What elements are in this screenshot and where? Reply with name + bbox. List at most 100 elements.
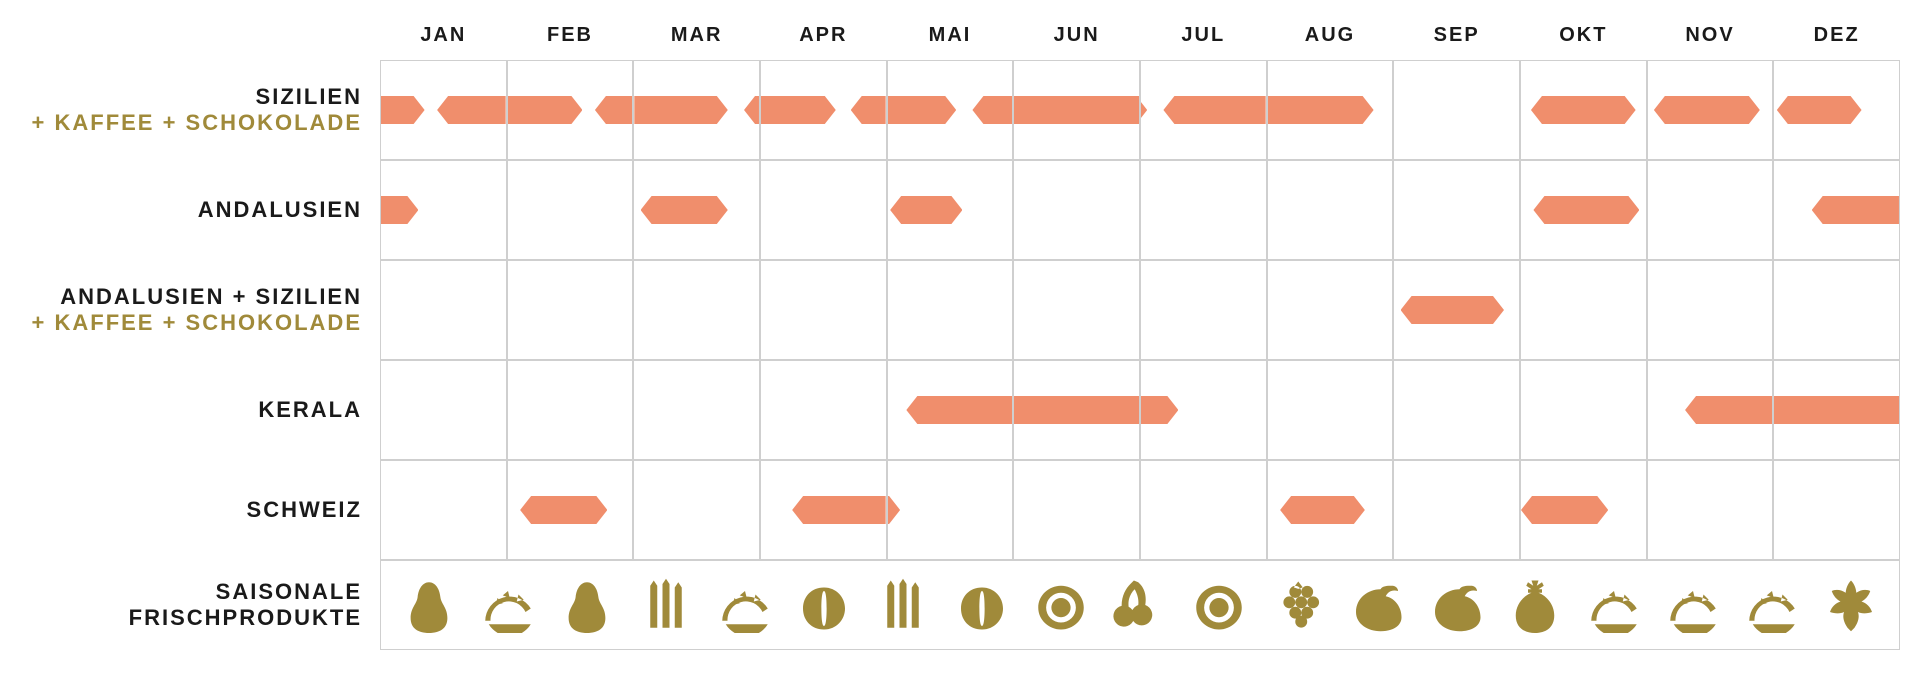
grid-cell (1393, 160, 1520, 260)
row-label: KERALA (10, 360, 380, 460)
grid-cell (1773, 260, 1900, 360)
grid-cell (380, 60, 507, 160)
icons-label-1: SAISONALE (216, 579, 362, 605)
grid-cell (507, 160, 634, 260)
grid-cell (760, 260, 887, 360)
grid-cell (1267, 360, 1394, 460)
citrus-slice-icon (1586, 577, 1642, 633)
grid-cell (1013, 460, 1140, 560)
icons-label-2: FRISCHPRODUKTE (129, 605, 362, 631)
grid-cell (380, 360, 507, 460)
availability-bar (437, 96, 506, 124)
availability-bar (1774, 396, 1899, 424)
grid-cell (1013, 260, 1140, 360)
month-header: MAR (633, 10, 760, 60)
grid-cell (633, 60, 760, 160)
availability-bar (1812, 196, 1899, 224)
grid-cell (760, 360, 887, 460)
grid-cell (1393, 460, 1520, 560)
grid-cell (760, 460, 887, 560)
availability-bar (1280, 496, 1365, 524)
grid-cell (1140, 60, 1267, 160)
month-header: SEP (1393, 10, 1520, 60)
availability-bar (972, 96, 1012, 124)
grid-cell (1140, 260, 1267, 360)
availability-bar (851, 96, 886, 124)
grid-cell (1393, 360, 1520, 460)
availability-bar (890, 196, 962, 224)
grid-cell (633, 360, 760, 460)
row-label-main: ANDALUSIEN + SIZILIEN (60, 284, 362, 310)
grid-cell (1267, 460, 1394, 560)
citrus-slice-icon (1665, 577, 1721, 633)
availability-bar (381, 96, 425, 124)
row-label: SIZILIEN+ KAFFEE + SCHOKOLADE (10, 60, 380, 160)
availability-bar (520, 496, 607, 524)
month-header: DEZ (1773, 10, 1900, 60)
availability-bar (906, 396, 1012, 424)
grid-cell (1013, 360, 1140, 460)
grid-cell (1013, 60, 1140, 160)
grid-cell (1267, 260, 1394, 360)
grid-cell (887, 460, 1014, 560)
citrus-slice-icon (1744, 577, 1800, 633)
half-fruit-icon (1191, 577, 1247, 633)
grid-cell (1140, 160, 1267, 260)
grid-cell (1140, 460, 1267, 560)
row-label-main: SIZILIEN (256, 84, 362, 110)
citrus-slice-icon (480, 577, 536, 633)
grid-cell (380, 160, 507, 260)
availability-bar (1521, 496, 1608, 524)
grid-cell (1393, 60, 1520, 160)
grid-cell (1520, 260, 1647, 360)
grid-cell (1647, 60, 1774, 160)
grid-cell (1393, 260, 1520, 360)
month-header: JAN (380, 10, 507, 60)
pomegranate-icon (1507, 577, 1563, 633)
availability-bar (1685, 396, 1772, 424)
month-header: FEB (507, 10, 634, 60)
month-header: JUN (1013, 10, 1140, 60)
grid-cell (380, 460, 507, 560)
grid-cell (633, 160, 760, 260)
grid-cell (1647, 460, 1774, 560)
row-label-main: SCHWEIZ (247, 497, 362, 523)
grid-cell (760, 60, 887, 160)
availability-bar (634, 96, 727, 124)
row-label: ANDALUSIEN (10, 160, 380, 260)
availability-bar (888, 496, 900, 524)
grid-cell (760, 160, 887, 260)
artichoke-icon (1823, 577, 1879, 633)
month-header: JUL (1140, 10, 1267, 60)
grid-cell (1647, 160, 1774, 260)
grid-cell (887, 360, 1014, 460)
grid-cell (887, 60, 1014, 160)
availability-bar (888, 96, 957, 124)
grapes-icon (1270, 577, 1326, 633)
row-label-sub: + KAFFEE + SCHOKOLADE (32, 310, 362, 336)
half-fruit-icon (1033, 577, 1089, 633)
citrus-slice-icon (717, 577, 773, 633)
grid-cell (633, 460, 760, 560)
grid-cell (380, 260, 507, 360)
grid-cell (1013, 160, 1140, 260)
availability-bar (1533, 196, 1639, 224)
grid-cell (1520, 360, 1647, 460)
availability-bar (595, 96, 632, 124)
month-header: AUG (1267, 10, 1394, 60)
availability-bar (1141, 96, 1147, 124)
row-label-sub: + KAFFEE + SCHOKOLADE (32, 110, 362, 136)
grid-cell (1267, 60, 1394, 160)
grid-cell (1773, 160, 1900, 260)
grid-cell (507, 260, 634, 360)
availability-bar (1777, 96, 1862, 124)
grid-cell (633, 260, 760, 360)
month-header: MAI (887, 10, 1014, 60)
month-header: OKT (1520, 10, 1647, 60)
month-header: NOV (1647, 10, 1774, 60)
grid-cell (1267, 160, 1394, 260)
icons-row-label: SAISONALEFRISCHPRODUKTE (10, 560, 380, 650)
asparagus-icon (875, 577, 931, 633)
availability-bar (508, 96, 583, 124)
availability-bar (744, 96, 759, 124)
